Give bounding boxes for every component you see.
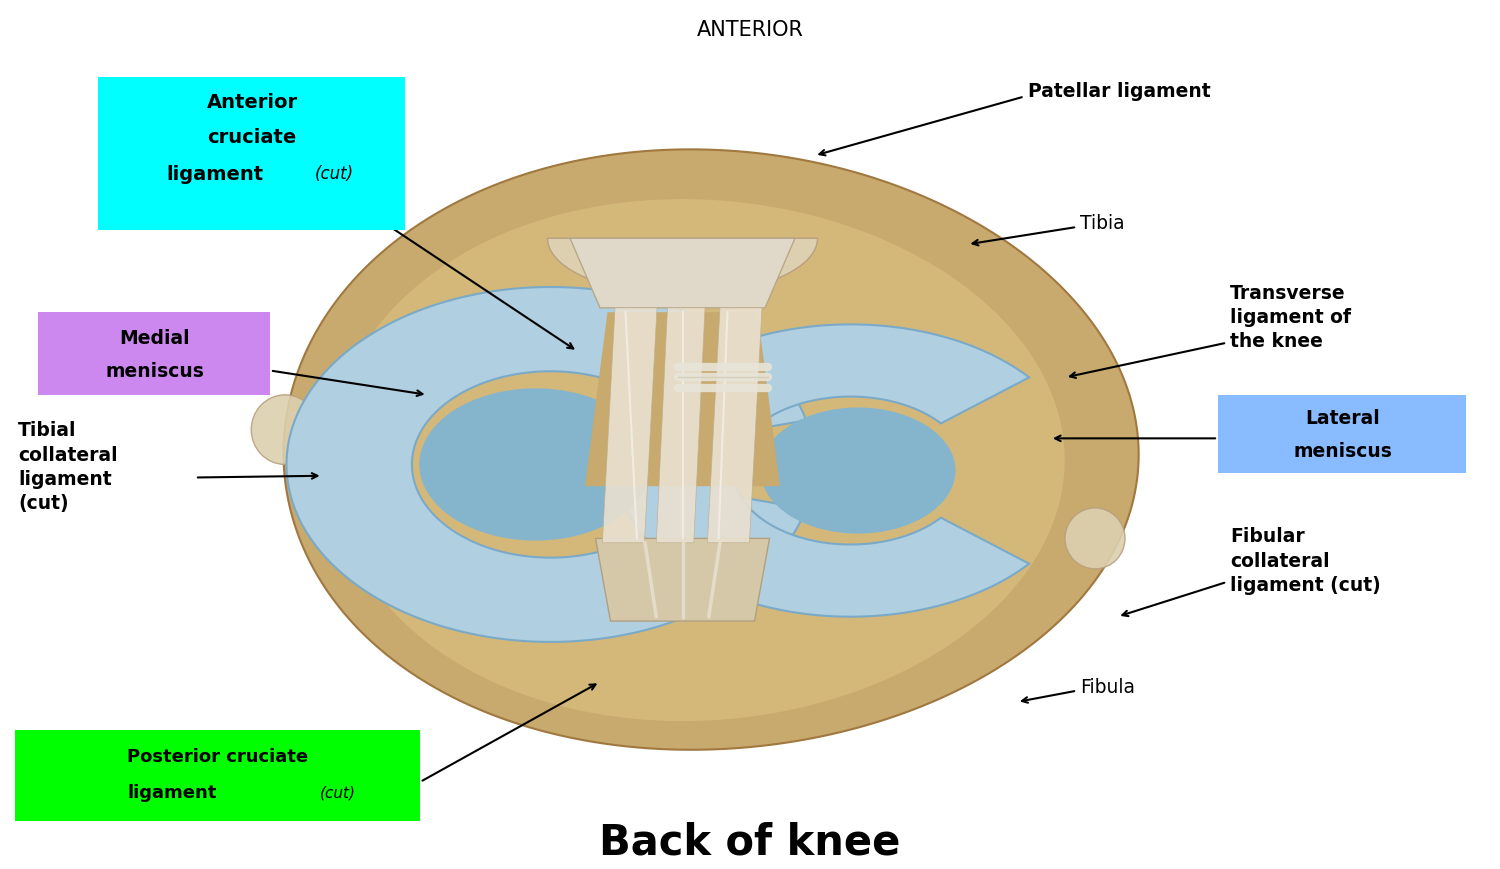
Text: Transverse
ligament of
the knee: Transverse ligament of the knee — [1230, 283, 1352, 351]
Text: ligament: ligament — [171, 768, 264, 787]
FancyBboxPatch shape — [38, 313, 270, 395]
Text: ligament: ligament — [166, 164, 262, 183]
Text: meniscus: meniscus — [105, 362, 204, 381]
Text: Fibular
collateral
ligament (cut): Fibular collateral ligament (cut) — [1230, 527, 1380, 594]
Text: (cut): (cut) — [320, 785, 356, 800]
FancyBboxPatch shape — [98, 78, 405, 230]
Text: (cut): (cut) — [300, 153, 339, 170]
Text: Fibula: Fibula — [1080, 677, 1136, 696]
Polygon shape — [596, 539, 770, 621]
Text: cruciate: cruciate — [209, 119, 296, 138]
Polygon shape — [585, 313, 780, 487]
Text: Posterior cruciate: Posterior cruciate — [128, 747, 308, 765]
Polygon shape — [603, 308, 657, 543]
Text: Lateral: Lateral — [1305, 408, 1380, 428]
Polygon shape — [618, 325, 1029, 617]
Text: Back of knee: Back of knee — [600, 820, 900, 862]
FancyBboxPatch shape — [1218, 395, 1466, 474]
Text: (cut): (cut) — [315, 165, 354, 182]
Text: Tibia: Tibia — [1080, 214, 1125, 233]
Text: Tibial
collateral
ligament
(cut): Tibial collateral ligament (cut) — [18, 421, 117, 513]
Text: Medial: Medial — [118, 328, 190, 348]
Polygon shape — [657, 308, 705, 543]
Polygon shape — [708, 308, 762, 543]
Text: cruciate: cruciate — [207, 128, 297, 147]
Ellipse shape — [1065, 508, 1125, 569]
Text: ligament: ligament — [206, 152, 298, 171]
Polygon shape — [330, 200, 1065, 721]
Ellipse shape — [419, 389, 651, 541]
Text: Anterior: Anterior — [209, 86, 296, 105]
Text: (cut): (cut) — [266, 769, 305, 786]
Polygon shape — [570, 239, 795, 308]
Polygon shape — [286, 288, 806, 642]
Text: ANTERIOR: ANTERIOR — [696, 21, 804, 40]
Text: ligament: ligament — [128, 784, 218, 801]
Text: Posterior cruciate: Posterior cruciate — [123, 735, 312, 754]
Text: meniscus: meniscus — [1293, 441, 1392, 461]
FancyBboxPatch shape — [15, 730, 420, 821]
Text: Patellar ligament: Patellar ligament — [1028, 82, 1210, 101]
Ellipse shape — [251, 395, 318, 465]
Text: ligament (cut): ligament (cut) — [135, 783, 285, 802]
Text: Anterior: Anterior — [207, 93, 297, 112]
FancyBboxPatch shape — [98, 78, 405, 230]
FancyBboxPatch shape — [15, 730, 420, 821]
Polygon shape — [548, 239, 818, 295]
Text: ligament (cut): ligament (cut) — [170, 167, 320, 186]
Text: ligament: ligament — [168, 152, 261, 171]
Ellipse shape — [760, 408, 956, 534]
Text: ligament: ligament — [134, 768, 226, 787]
Polygon shape — [284, 150, 1138, 750]
